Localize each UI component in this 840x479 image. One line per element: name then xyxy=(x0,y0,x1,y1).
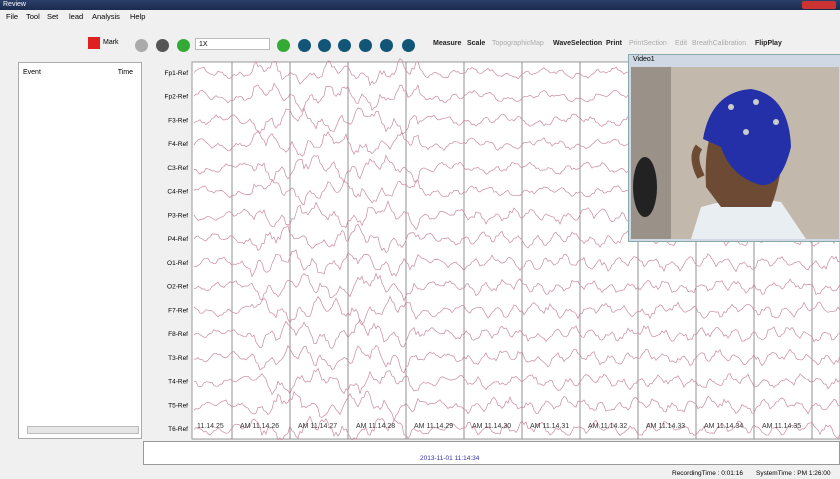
time-label: AM 11.14.30 xyxy=(472,423,511,430)
video-window: Video1 xyxy=(628,54,840,242)
channel-label: T4-Ref xyxy=(168,379,188,386)
channel-label: F3-Ref xyxy=(168,117,188,124)
time-label: AM 11.14.35 xyxy=(762,423,801,430)
channel-label: T3-Ref xyxy=(168,355,188,362)
video-title: Video1 xyxy=(633,56,655,63)
time-label: AM 11.14.27 xyxy=(298,423,337,430)
channel-label: P3-Ref xyxy=(168,212,188,219)
time-label: AM 11.14.34 xyxy=(704,423,743,430)
time-label: AM 11.14.32 xyxy=(588,423,627,430)
time-label: 11.14.25 xyxy=(197,423,224,430)
channel-label: C4-Ref xyxy=(167,189,188,196)
channel-label: T5-Ref xyxy=(168,402,188,409)
channel-label: F7-Ref xyxy=(168,307,188,314)
recording-time: RecordingTime : 0:01:16 xyxy=(672,470,743,477)
channel-label: O1-Ref xyxy=(167,260,188,267)
channel-label: P4-Ref xyxy=(168,236,188,243)
channel-label: Fp1-Ref xyxy=(165,70,189,77)
time-label: AM 11.14.26 xyxy=(240,423,279,430)
timeline-current: 2013-11-01 11:14:34 xyxy=(420,455,479,462)
channel-label: Fp2-Ref xyxy=(165,94,189,101)
time-label: AM 11.14.28 xyxy=(356,423,395,430)
time-label: AM 11.14.29 xyxy=(414,423,453,430)
page: Review FileToolSetleadAnalysisHelp Mark … xyxy=(0,0,840,479)
channel-label: F4-Ref xyxy=(168,141,188,148)
channel-label: C3-Ref xyxy=(167,165,188,172)
time-label: AM 11.14.31 xyxy=(530,423,569,430)
timeline-bar[interactable]: 2013-11-01 11:14:34 xyxy=(143,441,840,465)
channel-label: O2-Ref xyxy=(167,284,188,291)
channel-label: T6-Ref xyxy=(168,426,188,433)
time-label: AM 11.14.33 xyxy=(646,423,685,430)
video-frame xyxy=(631,67,839,239)
channel-label: F8-Ref xyxy=(168,331,188,338)
system-time: SystemTime : PM 1:26:00 xyxy=(756,470,831,477)
